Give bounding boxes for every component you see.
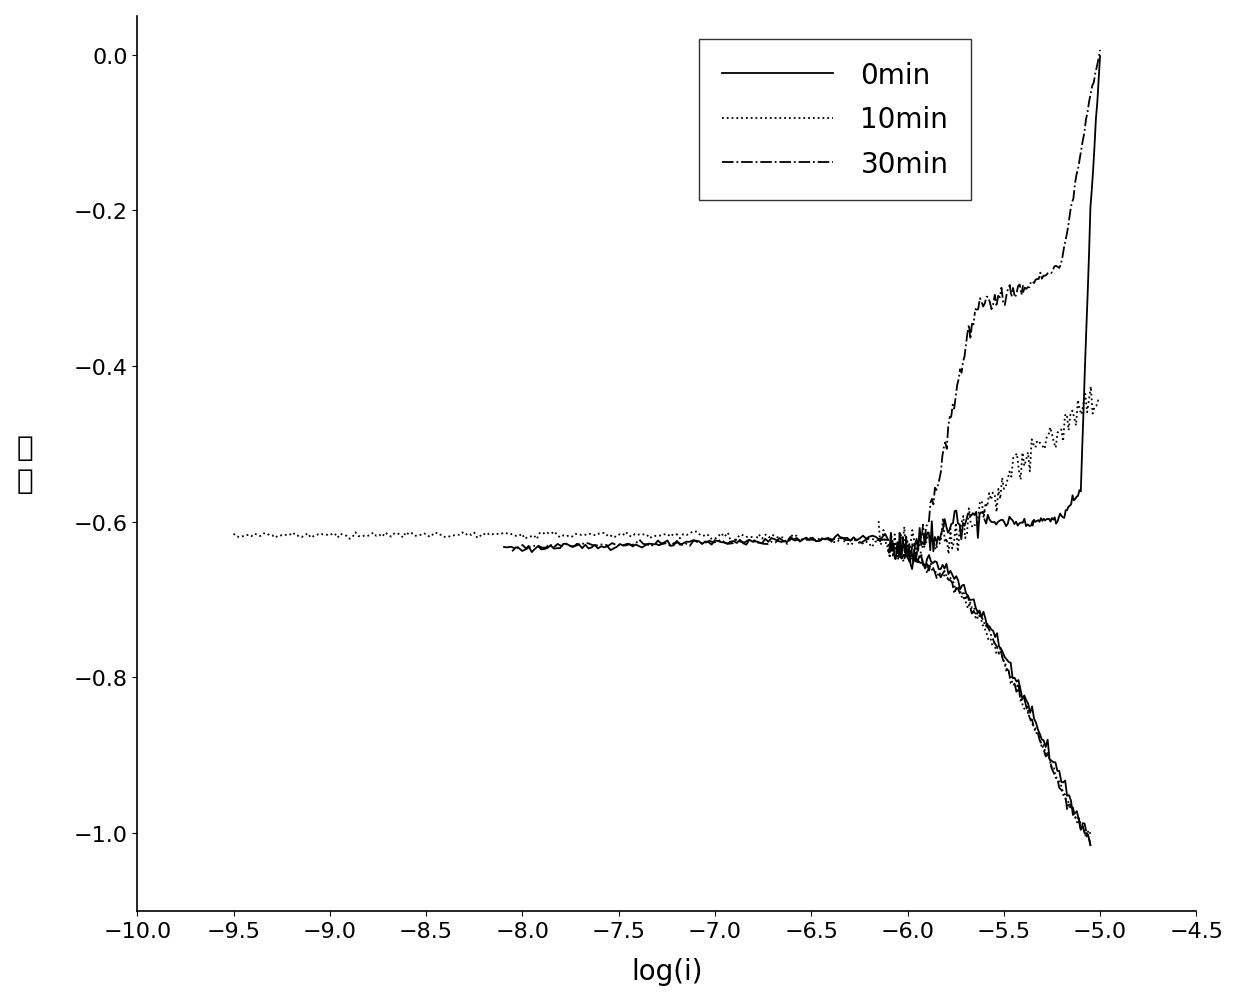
30min [496,541,511,553]
30min [869,535,884,547]
10min [402,529,417,541]
Line: 30min: 30min [503,537,888,549]
30min [698,537,713,549]
10min [598,527,613,539]
10min [670,528,684,540]
0min [878,528,893,540]
30min [835,531,849,543]
Line: 0min: 0min [513,534,888,552]
Y-axis label: 电
位: 电 位 [16,434,33,494]
0min [717,537,732,549]
30min [589,540,604,552]
0min [506,545,521,557]
30min [729,534,744,546]
10min [372,529,387,541]
10min [529,533,544,545]
30min [880,534,895,546]
0min [872,534,887,546]
X-axis label: log(i): log(i) [631,957,703,985]
30min [858,535,873,547]
Line: 10min: 10min [233,532,677,539]
0min [525,546,539,558]
10min [226,528,241,540]
0min [768,534,782,546]
0min [805,532,820,544]
0min [610,541,625,553]
10min [476,528,491,540]
30min [520,543,534,555]
Legend: 0min, 10min, 30min: 0min, 10min, 30min [699,39,971,201]
10min [536,528,551,540]
10min [547,526,562,538]
0min [880,534,895,546]
10min [458,529,472,541]
0min [588,539,603,551]
30min [574,539,589,551]
